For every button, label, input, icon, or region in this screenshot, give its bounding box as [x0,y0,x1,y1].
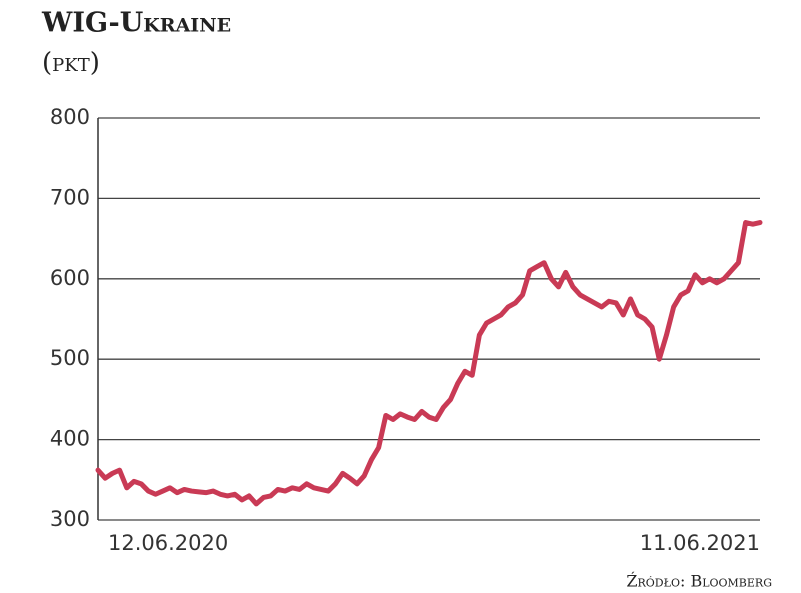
y-tick-label: 300 [50,507,90,531]
y-tick-label: 800 [50,105,90,129]
x-tick-label: 11.06.2021 [640,531,760,555]
x-tick-label: 12.06.2020 [108,531,228,555]
data-line [95,220,763,507]
source: Źródło: Bloomberg [626,571,772,591]
y-tick-label: 600 [50,266,90,290]
y-tick-label: 400 [50,427,90,451]
chart-title: WIG-Ukraine [41,8,231,39]
y-tick-label: 700 [50,185,90,209]
y-tick-label: 500 [50,346,90,370]
chart-subtitle: (pkt) [42,48,100,78]
